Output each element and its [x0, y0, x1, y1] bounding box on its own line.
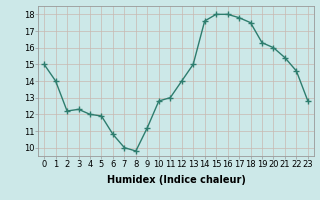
X-axis label: Humidex (Indice chaleur): Humidex (Indice chaleur) [107, 175, 245, 185]
